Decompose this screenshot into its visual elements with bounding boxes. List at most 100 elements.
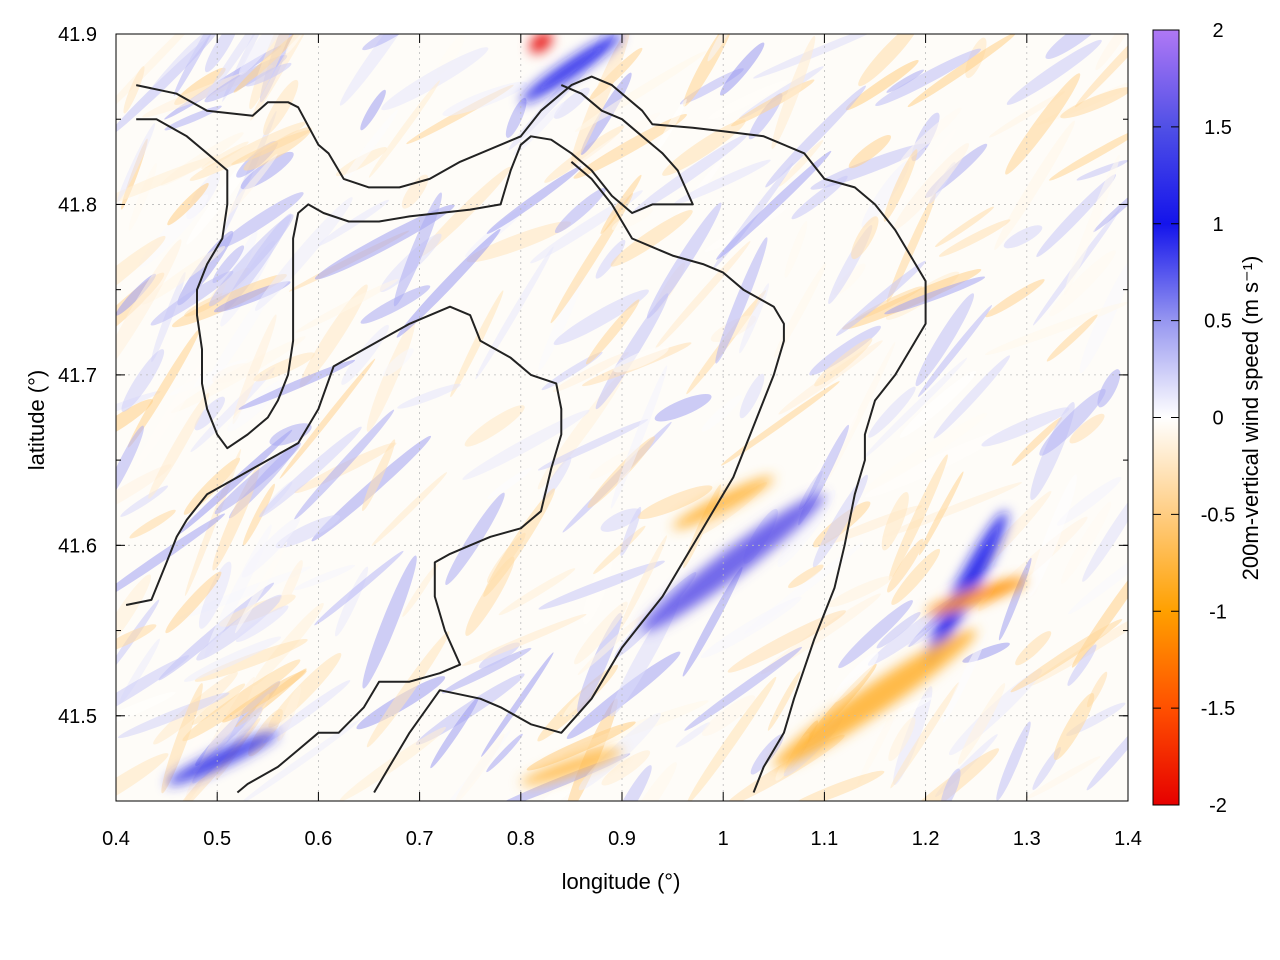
texture-streak: [498, 568, 576, 616]
texture-streak: [238, 34, 297, 76]
texture-streak: [212, 363, 252, 384]
texture-streak: [827, 575, 893, 608]
texture-streak: [461, 613, 587, 667]
texture-streak: [360, 89, 386, 131]
texture-streak: [619, 535, 668, 630]
x-axis-title: longitude (°): [562, 869, 681, 894]
texture-streak: [654, 393, 712, 422]
texture-streak: [917, 305, 993, 397]
texture-streak: [777, 489, 836, 568]
x-tick-label: 1.3: [1013, 828, 1041, 850]
texture-streak: [191, 683, 246, 725]
texture-streak: [183, 636, 282, 682]
texture-streak: [861, 160, 910, 228]
texture-streak: [238, 359, 356, 410]
colorbar-tick-label: 0.5: [1204, 311, 1232, 333]
texture-streak: [701, 394, 743, 432]
texture-streak: [294, 409, 395, 520]
texture-streak: [1093, 173, 1128, 233]
texture-streak: [646, 202, 722, 319]
texture-streak: [134, 354, 210, 469]
texture-streak: [341, 324, 389, 385]
texture-streak: [116, 239, 182, 377]
texture-streak: [475, 246, 554, 380]
wind-feature: [641, 493, 825, 632]
texture-streak: [121, 349, 165, 412]
texture-streak: [1074, 34, 1128, 108]
texture-streak: [809, 325, 881, 376]
texture-streak: [242, 483, 275, 546]
texture-streak: [720, 381, 840, 466]
texture-streak: [574, 51, 707, 132]
texture-streak: [214, 442, 301, 515]
texture-streak: [662, 119, 746, 176]
contour-line: [373, 161, 785, 794]
texture-streak: [933, 355, 1011, 439]
texture-streak: [610, 365, 668, 509]
texture-streak: [848, 134, 892, 169]
texture-streak: [161, 683, 203, 794]
texture-streak: [116, 574, 152, 654]
texture-streak: [553, 289, 649, 346]
texture-streak: [314, 204, 455, 280]
texture-streak: [120, 485, 169, 517]
texture-streak: [254, 197, 353, 311]
texture-streak: [526, 721, 636, 771]
texture-streak: [788, 564, 824, 589]
texture-streak: [716, 150, 832, 260]
texture-streak: [610, 765, 652, 801]
texture-streak: [1024, 756, 1101, 800]
y-tick-label: 41.6: [58, 535, 97, 557]
texture-streak: [1095, 34, 1128, 71]
texture-streak: [234, 541, 288, 634]
texture-streak: [958, 683, 1006, 765]
texture-streak: [269, 423, 312, 446]
texture-streak: [585, 299, 640, 365]
texture-streak: [198, 561, 232, 629]
texture-streak: [401, 174, 429, 209]
texture-streak: [601, 750, 651, 786]
texture-streak: [675, 722, 711, 748]
texture-streak: [262, 680, 351, 744]
texture-streak: [538, 560, 665, 610]
texture-streak: [450, 290, 504, 398]
texture-streak: [1028, 474, 1077, 597]
texture-streak: [116, 273, 156, 316]
texture-streak: [177, 429, 293, 535]
texture-streak: [150, 270, 234, 326]
texture-streak: [887, 538, 924, 593]
texture-streak: [231, 129, 311, 165]
texture-streak: [888, 717, 916, 762]
texture-streak: [245, 62, 292, 87]
texture-streak: [595, 239, 626, 279]
x-tick-label: 0.9: [608, 828, 636, 850]
texture-streak: [190, 367, 275, 453]
x-axis: 0.4 0.5 0.6 0.7 0.8 0.9 1 1.1 1.2 1.3 1.4: [102, 34, 1142, 850]
texture-streak: [836, 260, 926, 337]
texture-streak: [402, 562, 439, 617]
texture-streak: [883, 149, 918, 222]
texture-streak: [116, 624, 157, 654]
texture-streak: [397, 383, 461, 409]
texture-streak: [900, 107, 962, 163]
wind-feature: [529, 34, 553, 53]
texture-streak: [171, 273, 287, 328]
texture-streak: [918, 471, 964, 556]
texture-streak: [141, 246, 226, 305]
texture-streak: [891, 548, 941, 605]
texture-streak: [381, 47, 489, 111]
texture-streak: [462, 409, 590, 480]
colorbar-tick-label: -1.5: [1201, 698, 1235, 720]
texture-streak: [985, 302, 1128, 355]
texture-streak: [116, 655, 190, 736]
texture-streak: [454, 733, 505, 801]
texture-streak: [1039, 388, 1106, 456]
texture-streak: [537, 419, 649, 471]
texture-streak: [996, 721, 1031, 801]
y-tick-label: 41.5: [58, 706, 97, 728]
texture-streak: [165, 571, 222, 634]
x-tick-label: 0.5: [203, 828, 231, 850]
y-tick-label: 41.8: [58, 194, 97, 216]
texture-streak: [117, 692, 230, 739]
texture-streak: [445, 492, 505, 585]
